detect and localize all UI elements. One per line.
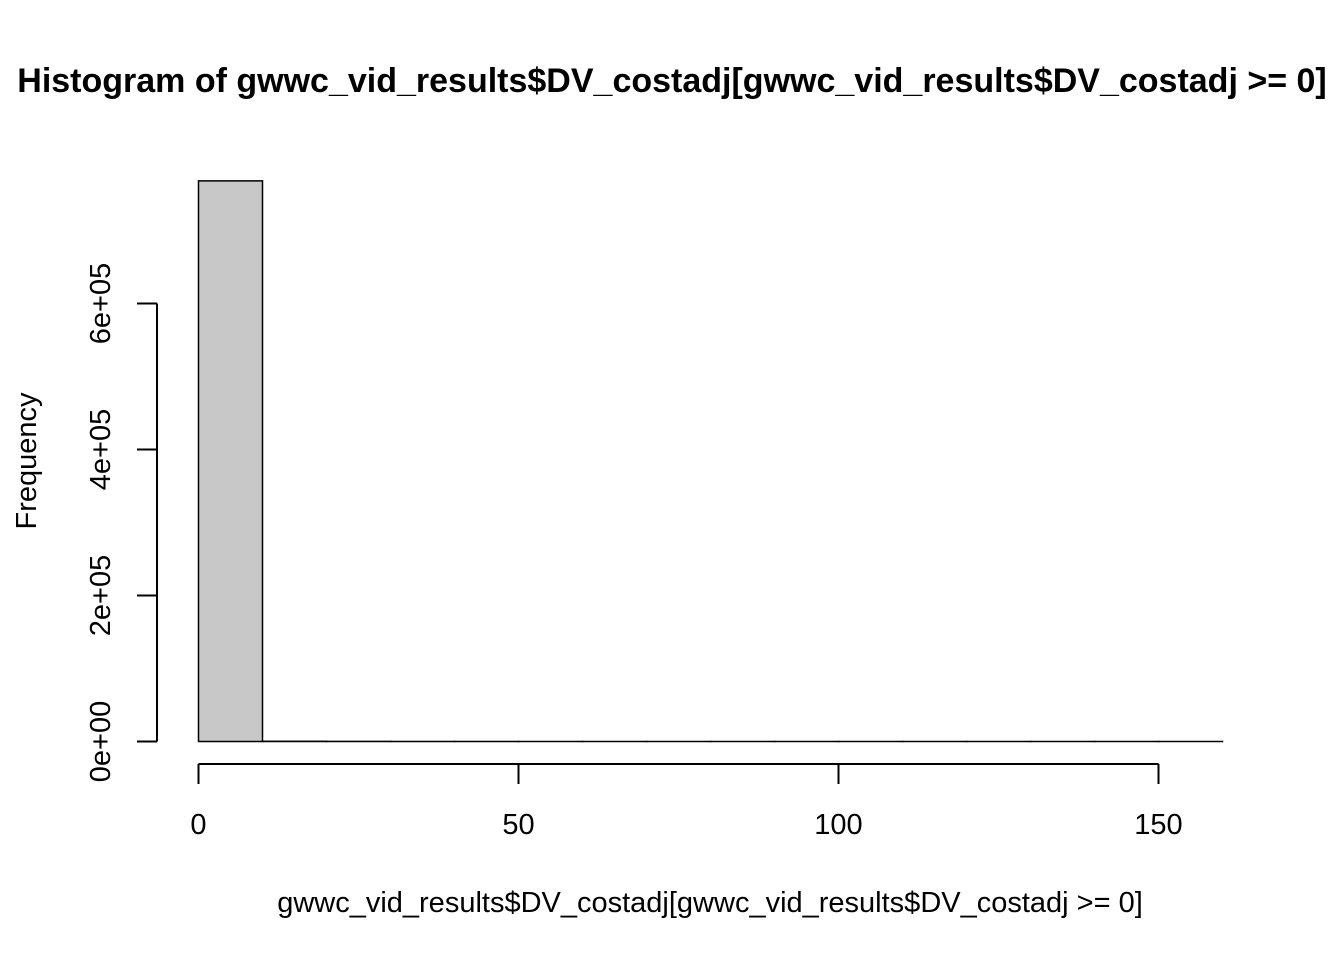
histogram-bars	[197, 180, 1224, 743]
x-axis: 0 50 100 150	[190, 763, 1183, 841]
x-tick-label: 100	[814, 809, 862, 841]
y-axis: 0e+00 2e+05 4e+05 6e+05	[85, 263, 158, 782]
x-tick-label: 50	[502, 809, 534, 841]
x-tick-label: 0	[190, 809, 206, 841]
chart-title: Histogram of gwwc_vid_results$DV_costadj…	[17, 62, 1326, 100]
y-tick-label: 4e+05	[85, 409, 117, 490]
y-tick-label: 0e+00	[85, 701, 117, 782]
x-tick-label: 150	[1134, 809, 1182, 841]
y-axis-label: Frequency	[11, 392, 43, 530]
histogram-bar-0	[197, 180, 264, 743]
y-tick-label: 2e+05	[85, 555, 117, 636]
y-tick-label: 6e+05	[85, 263, 117, 344]
x-axis-label: gwwc_vid_results$DV_costadj[gwwc_vid_res…	[277, 887, 1143, 919]
